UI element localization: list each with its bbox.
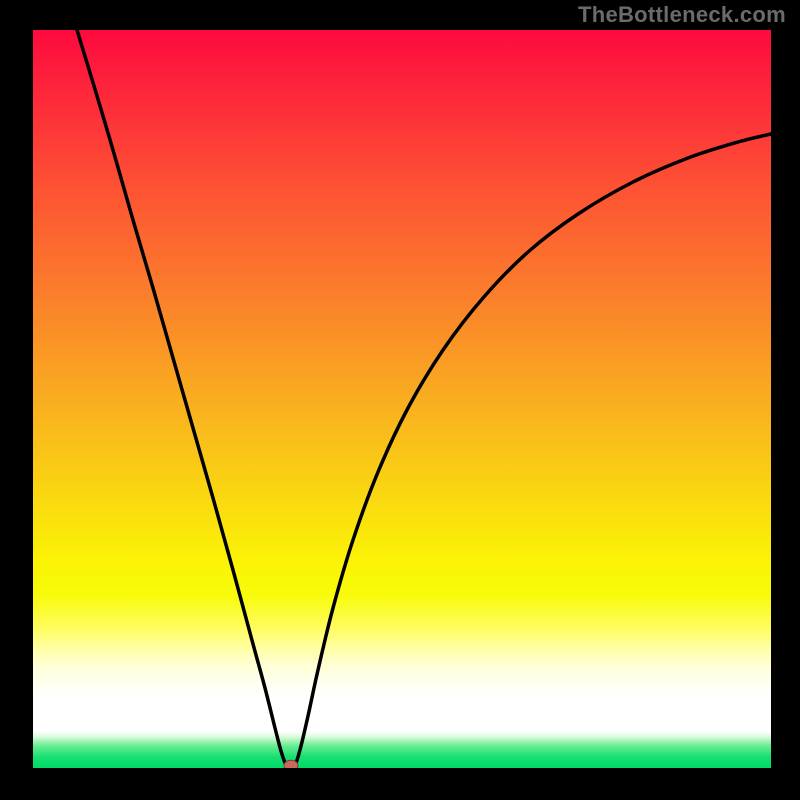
bottleneck-chart-svg xyxy=(0,0,800,800)
plot-background xyxy=(33,30,771,768)
watermark-text: TheBottleneck.com xyxy=(578,2,786,28)
bottleneck-chart-stage: TheBottleneck.com xyxy=(0,0,800,800)
